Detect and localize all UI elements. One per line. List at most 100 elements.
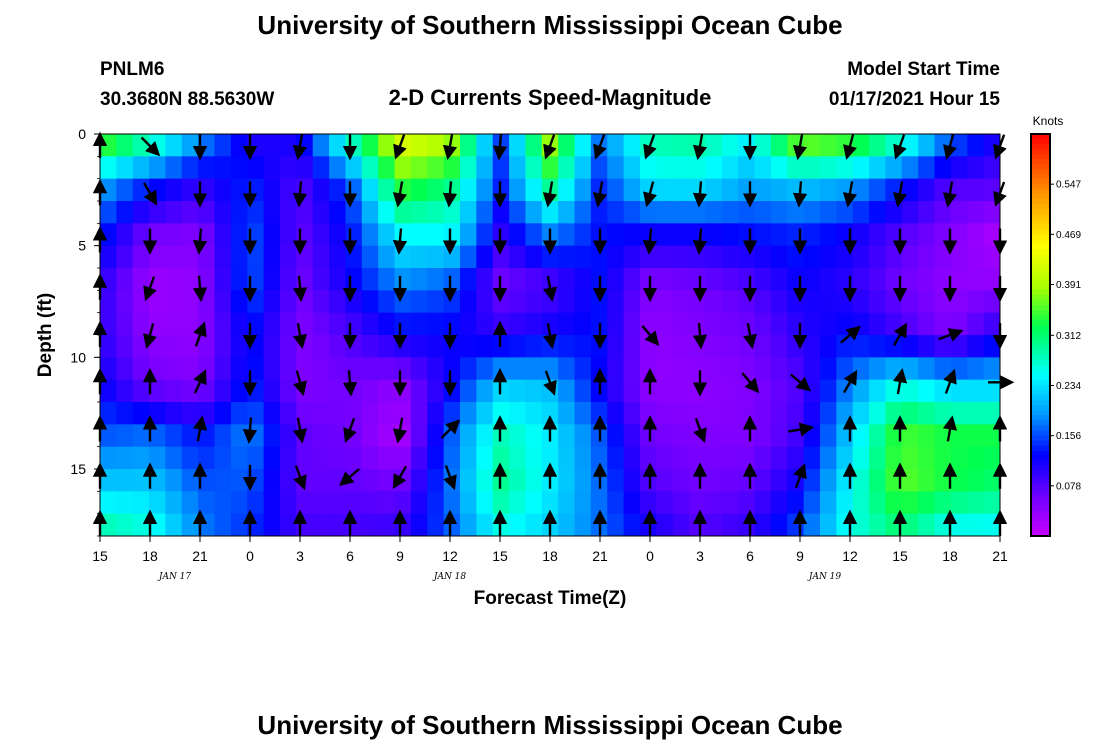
- heatmap-cell: [476, 513, 494, 536]
- heatmap-cell: [721, 469, 739, 492]
- heatmap-cell: [950, 245, 968, 269]
- heatmap-cell: [950, 357, 968, 381]
- heatmap-cell: [116, 268, 134, 291]
- heatmap-cell: [803, 379, 821, 403]
- heatmap-cell: [983, 469, 1000, 492]
- heatmap-cell: [738, 178, 756, 202]
- heatmap-cell: [869, 201, 887, 224]
- heatmap-cell: [640, 223, 657, 247]
- heatmap-cell: [934, 379, 952, 403]
- heatmap-cell: [852, 268, 870, 291]
- heatmap-cell: [754, 335, 772, 358]
- heatmap-cell: [983, 424, 1000, 448]
- heatmap-cell: [214, 290, 232, 314]
- heatmap-cell: [410, 335, 428, 358]
- heatmap-cell: [705, 424, 723, 448]
- heatmap-cell: [918, 379, 936, 403]
- heatmap-cell: [689, 268, 707, 291]
- current-vector: [293, 465, 307, 491]
- heatmap-cell: [689, 491, 707, 515]
- heatmap-cell: [214, 469, 232, 492]
- colorbar-segment: [1031, 329, 1050, 336]
- heatmap-cell: [640, 268, 657, 291]
- heatmap-cell: [378, 424, 396, 448]
- heatmap-cell: [329, 379, 347, 403]
- heatmap-cell: [541, 357, 559, 381]
- heatmap-cell: [329, 290, 347, 314]
- colorbar-segment: [1031, 284, 1050, 291]
- heatmap-cell: [443, 446, 461, 470]
- heatmap-cell: [427, 245, 445, 269]
- heatmap-cell: [803, 201, 821, 224]
- heatmap-cell: [181, 513, 199, 536]
- heatmap-cell: [558, 156, 576, 180]
- date-labels: JAN 17 JAN 18 JAN 19: [157, 572, 842, 582]
- heatmap-cell: [100, 513, 117, 536]
- heatmap-cell: [230, 178, 248, 202]
- current-vector: [792, 133, 808, 161]
- heatmap-cell: [378, 178, 396, 202]
- heatmap-cell: [967, 312, 985, 336]
- heatmap-cell: [967, 335, 985, 358]
- heatmap-cell: [329, 178, 347, 202]
- heatmap-cell: [132, 134, 150, 157]
- heatmap-cell: [689, 402, 707, 425]
- colorbar-segment: [1031, 214, 1050, 220]
- heatmap-cell: [721, 268, 739, 291]
- heatmap-cell: [787, 268, 805, 291]
- heatmap-cell: [754, 223, 772, 247]
- heatmap-cell: [623, 178, 641, 202]
- heatmap-cell: [656, 134, 674, 157]
- heatmap-cell: [558, 446, 576, 470]
- heatmap-cell: [410, 379, 428, 403]
- heatmap-cell: [820, 134, 837, 157]
- heatmap-cell: [149, 424, 167, 448]
- heatmap-cell: [950, 223, 968, 247]
- heatmap-cell: [181, 312, 199, 336]
- heatmap-cell: [525, 335, 543, 358]
- heatmap-cell: [312, 491, 330, 515]
- colorbar-segment: [1031, 405, 1050, 411]
- heatmap-cell: [558, 402, 576, 425]
- heatmap-cell: [869, 335, 887, 358]
- heatmap-cell: [345, 491, 363, 515]
- colorbar-segment: [1031, 139, 1050, 145]
- heatmap-cell: [476, 223, 494, 247]
- colorbar-segment: [1031, 440, 1050, 447]
- heatmap-cell: [410, 491, 428, 515]
- colorbar-segment: [1031, 370, 1050, 376]
- heatmap-cell: [345, 379, 363, 403]
- heatmap-cell: [509, 312, 527, 336]
- heatmap-cell: [852, 223, 870, 247]
- heatmap-cell: [230, 402, 248, 425]
- heatmap-cell: [312, 268, 330, 291]
- heatmap-cell: [525, 245, 543, 269]
- heatmap-cell: [280, 245, 297, 269]
- heatmap-cell: [149, 223, 167, 247]
- heatmap-cell: [738, 290, 756, 314]
- heatmap-cell: [329, 268, 347, 291]
- heatmap-cell: [918, 134, 936, 157]
- colorbar-segment: [1031, 159, 1050, 165]
- heatmap-cell: [656, 312, 674, 336]
- heatmap-cell: [901, 178, 919, 202]
- heatmap-cell: [149, 201, 167, 224]
- heatmap-cell: [476, 156, 494, 180]
- heatmap-cell: [460, 178, 477, 202]
- heatmap-cell: [541, 201, 559, 224]
- heatmap-cell: [820, 513, 837, 536]
- heatmap-cell: [263, 312, 281, 336]
- heatmap-cell: [100, 312, 117, 336]
- heatmap-cell: [427, 223, 445, 247]
- heatmap-cell: [852, 290, 870, 314]
- heatmap-cell: [378, 268, 396, 291]
- heatmap-cell: [214, 446, 232, 470]
- heatmap-cell: [803, 491, 821, 515]
- heatmap-cell: [247, 491, 265, 515]
- heatmap-cell: [214, 513, 232, 536]
- heatmap-cell: [443, 491, 461, 515]
- heatmap-cell: [509, 245, 527, 269]
- heatmap-cell: [427, 491, 445, 515]
- heatmap-cell: [770, 223, 788, 247]
- heatmap-cell: [689, 245, 707, 269]
